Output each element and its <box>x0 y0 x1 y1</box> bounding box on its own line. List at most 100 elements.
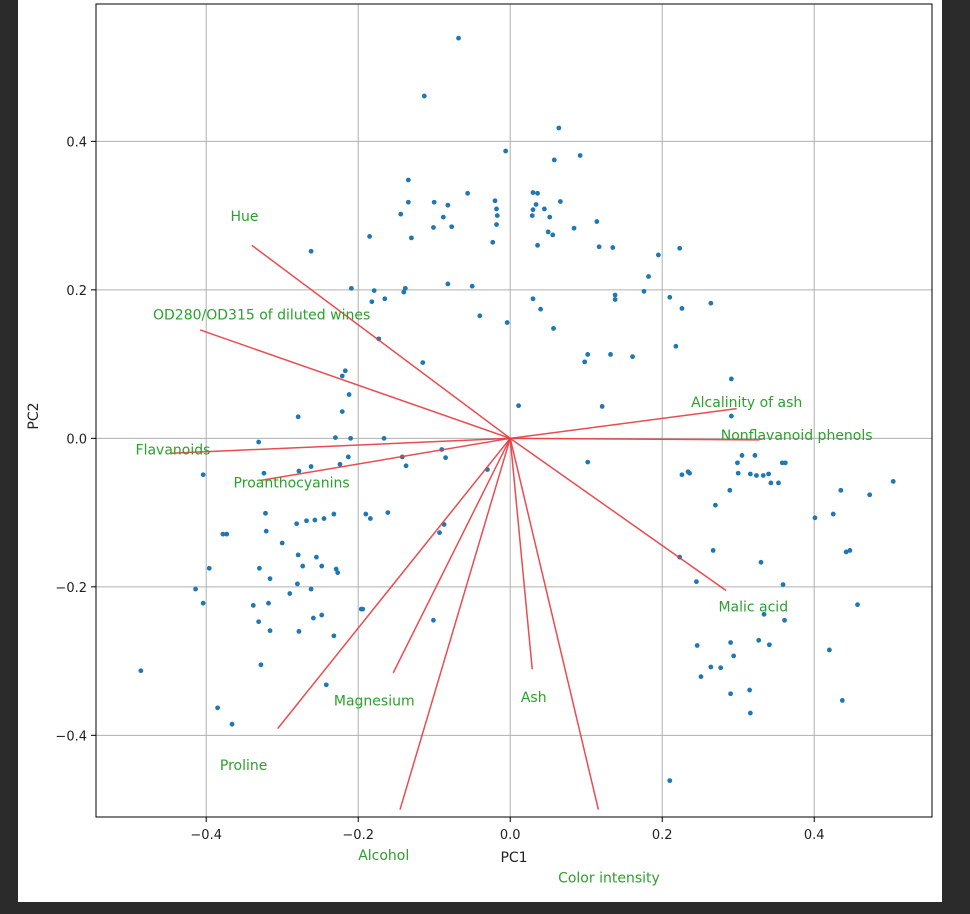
loading-arrow <box>509 438 600 810</box>
data-point <box>728 376 734 382</box>
y-tick-label: −0.2 <box>55 581 87 596</box>
data-point <box>838 487 844 493</box>
data-point <box>766 471 771 477</box>
x-tick-label: 0.2 <box>652 828 673 843</box>
data-point <box>348 285 354 291</box>
axes-background <box>96 4 932 817</box>
x-tick-label: −0.2 <box>342 828 374 843</box>
data-point <box>608 352 613 357</box>
data-point <box>533 202 539 207</box>
loading-arrow <box>277 437 511 730</box>
data-point <box>646 274 651 279</box>
data-point <box>319 612 325 618</box>
loading-label: Flavanoids <box>136 443 211 459</box>
loading-label: Proanthocyanins <box>234 475 350 491</box>
loading-vectors <box>171 244 760 810</box>
data-point <box>267 576 273 582</box>
data-point <box>768 480 774 486</box>
data-point <box>346 392 352 397</box>
loading-label: OD280/OD315 of diluted wines <box>153 308 370 324</box>
data-point <box>224 531 230 537</box>
loading-arrow <box>251 244 511 439</box>
data-point <box>735 460 740 466</box>
data-point <box>323 682 329 688</box>
data-point <box>215 705 221 711</box>
loading-arrow <box>509 437 727 592</box>
data-point <box>220 531 226 537</box>
data-point <box>667 778 673 784</box>
data-point <box>687 470 692 476</box>
data-point <box>398 211 404 217</box>
loading-label: Color intensity <box>558 870 660 886</box>
data-point <box>747 687 752 693</box>
data-point <box>308 248 314 254</box>
tick-labels: −0.4 −0.2 0.0 0.2 0.4 0.4 0.2 0.0 −0.2 −0.4 <box>55 135 824 843</box>
data-point <box>758 559 764 565</box>
data-point <box>266 600 271 606</box>
data-point <box>456 35 461 41</box>
data-point <box>542 206 547 212</box>
data-point <box>679 306 685 311</box>
data-point <box>431 225 436 230</box>
loading-labels: Hue OD280/OD315 of diluted wines Flavanoid… <box>136 209 873 887</box>
data-point <box>780 582 786 588</box>
data-point <box>403 463 409 469</box>
data-point <box>594 219 600 224</box>
data-point <box>294 521 300 527</box>
data-point <box>727 487 733 493</box>
y-tick-label: 0.4 <box>66 135 87 150</box>
data-point <box>369 299 375 305</box>
data-point <box>420 360 426 366</box>
data-point <box>314 554 319 560</box>
y-tick-label: 0.2 <box>66 284 87 299</box>
data-point <box>747 710 753 716</box>
x-axis-label: PC1 <box>500 850 527 866</box>
data-point <box>445 281 451 287</box>
data-point <box>492 198 498 204</box>
data-point <box>258 662 264 668</box>
data-point <box>530 190 536 195</box>
loading-arrow <box>510 437 760 441</box>
data-point <box>585 352 591 357</box>
data-point <box>431 617 436 623</box>
x-tick-label: 0.4 <box>804 828 825 843</box>
data-point <box>257 565 262 571</box>
loading-label: Nonflavanoid phenols <box>721 428 873 444</box>
data-point <box>310 615 316 621</box>
loading-arrow <box>510 407 737 440</box>
data-point <box>296 628 302 634</box>
data-point <box>612 297 618 302</box>
data-point <box>200 600 206 606</box>
data-point <box>200 472 206 478</box>
data-point <box>367 516 373 521</box>
data-point <box>371 288 377 293</box>
data-point <box>754 473 759 478</box>
data-point <box>752 453 758 458</box>
data-point <box>339 373 345 379</box>
grid-lines <box>96 4 932 817</box>
data-point <box>782 460 788 466</box>
loading-label: Ash <box>521 690 547 706</box>
data-point <box>713 502 718 508</box>
data-point <box>287 591 293 596</box>
loading-arrow <box>509 438 533 670</box>
data-point <box>516 403 521 409</box>
data-point <box>421 93 427 99</box>
data-point <box>551 157 557 163</box>
data-point <box>409 235 414 241</box>
data-point <box>385 510 391 515</box>
data-point <box>331 633 337 639</box>
x-tick-label: −0.4 <box>190 828 222 843</box>
data-point <box>304 518 309 524</box>
data-point <box>402 285 408 291</box>
data-point <box>300 563 306 569</box>
data-point <box>847 548 853 553</box>
data-point <box>333 566 339 572</box>
data-point <box>547 214 553 220</box>
data-point <box>312 517 318 523</box>
data-point <box>827 647 832 653</box>
data-point <box>596 244 602 250</box>
data-point <box>731 653 737 659</box>
data-point <box>469 283 475 289</box>
data-point <box>367 233 372 239</box>
